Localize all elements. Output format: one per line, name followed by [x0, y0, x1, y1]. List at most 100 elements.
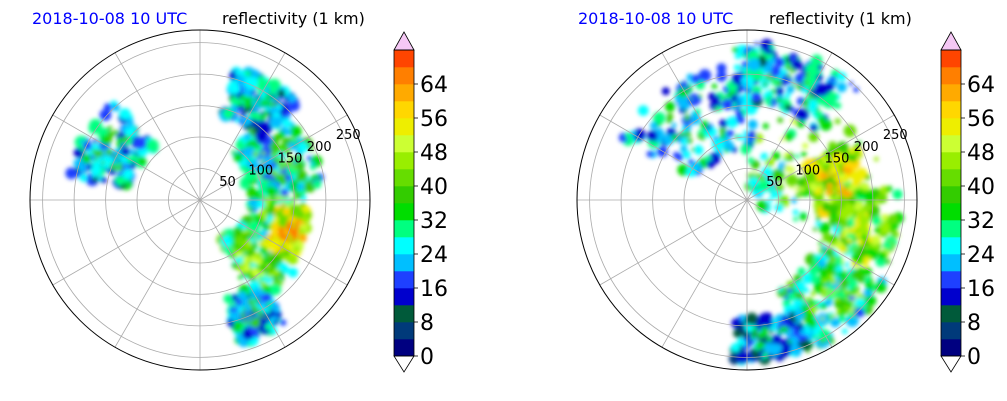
echo-core — [244, 259, 249, 264]
echo-cell — [233, 152, 244, 163]
colorbar-segment — [394, 322, 414, 340]
echo-core — [785, 65, 791, 71]
panel-right-polar-grid — [577, 30, 917, 370]
echo-cell — [748, 177, 760, 188]
echo-cell — [852, 247, 857, 252]
echo-cell — [261, 223, 268, 229]
colorbar-segment — [941, 339, 961, 357]
echo-cell — [224, 246, 233, 255]
echo-cell — [838, 173, 845, 179]
echo-cell — [146, 139, 159, 152]
colorbar-segment — [394, 254, 414, 272]
echo-cell — [252, 126, 260, 134]
panel-left-polar-grid — [30, 30, 370, 370]
echo-cell — [100, 177, 107, 184]
colorbar-segment — [941, 84, 961, 102]
echo-cell — [777, 117, 783, 123]
echo-cell — [775, 97, 782, 103]
echo-cell — [813, 227, 818, 232]
echo-cell — [706, 160, 715, 169]
echo-cell — [747, 119, 758, 130]
echo-cell — [268, 236, 273, 241]
echo-cell — [831, 152, 845, 165]
echo-core — [268, 104, 272, 108]
echo-core — [257, 103, 262, 107]
echo-cell — [799, 213, 807, 221]
echo-cell — [310, 164, 316, 171]
echo-cell — [133, 136, 147, 150]
echo-cell — [221, 235, 233, 247]
echo-core — [264, 199, 270, 205]
echo-core — [769, 77, 774, 82]
echo-cell — [229, 83, 241, 95]
echo-cell — [694, 145, 704, 155]
echo-cell — [99, 109, 112, 121]
colorbar-segment — [394, 152, 414, 170]
echo-core — [686, 129, 690, 134]
echo-cell — [277, 89, 286, 98]
range-label-250: 250 — [883, 128, 908, 143]
echo-core — [264, 203, 270, 209]
echo-cell — [768, 343, 781, 356]
colorbar-segment — [394, 67, 414, 85]
echo-cell — [283, 119, 292, 128]
echo-cell — [262, 122, 273, 134]
echo-core — [91, 149, 97, 155]
echo-cell — [719, 133, 726, 139]
echo-cell — [79, 139, 85, 144]
echo-core — [834, 173, 838, 178]
echo-core — [285, 238, 290, 243]
echo-cell — [289, 125, 302, 138]
echo-cell — [233, 320, 243, 329]
echo-texture — [618, 39, 905, 366]
echo-core — [787, 339, 792, 344]
echo-cell — [890, 229, 898, 237]
echo-cell — [863, 267, 872, 276]
echo-core — [830, 278, 837, 285]
echo-cell — [789, 55, 797, 62]
echo-core — [845, 289, 850, 294]
echo-cell — [271, 223, 280, 232]
echo-cell — [821, 245, 827, 251]
echo-cell — [306, 155, 312, 161]
echo-cell — [682, 150, 691, 159]
echo-core — [239, 102, 243, 106]
echo-core — [846, 238, 852, 243]
echo-core — [294, 222, 300, 228]
echo-cell — [849, 148, 856, 154]
echo-core — [784, 164, 791, 172]
panel-left-range-labels: 50 100 150 200 250 — [219, 128, 361, 190]
echo-cell — [100, 135, 110, 145]
echo-core — [836, 309, 841, 314]
colorbar-tick-40: 40 — [420, 175, 448, 200]
echo-core — [853, 217, 860, 224]
echo-cell — [675, 153, 684, 162]
echo-cell — [123, 161, 129, 168]
echo-core — [264, 315, 268, 320]
echo-cell — [686, 167, 696, 178]
echo-core — [761, 331, 768, 337]
echo-core — [253, 268, 260, 275]
echo-cell — [844, 261, 850, 268]
echo-core — [255, 258, 260, 263]
echo-cell — [116, 137, 124, 145]
echo-cell — [732, 47, 739, 53]
echo-cell — [834, 118, 841, 125]
azimuth-spoke — [746, 199, 833, 348]
echo-cell — [740, 144, 752, 155]
azimuth-spoke — [52, 199, 201, 286]
echo-core — [264, 94, 271, 101]
echo-cell — [887, 214, 898, 224]
echo-core — [250, 259, 255, 264]
echo-cell — [285, 174, 292, 181]
echo-cell — [790, 197, 797, 204]
echo-cell — [90, 164, 102, 176]
echo-cell — [79, 173, 88, 182]
echo-cell — [747, 133, 756, 142]
echo-cell — [743, 81, 749, 87]
echo-cell — [257, 289, 265, 296]
echo-cell — [823, 102, 829, 108]
echo-core — [841, 234, 845, 238]
echo-cell — [871, 215, 882, 226]
